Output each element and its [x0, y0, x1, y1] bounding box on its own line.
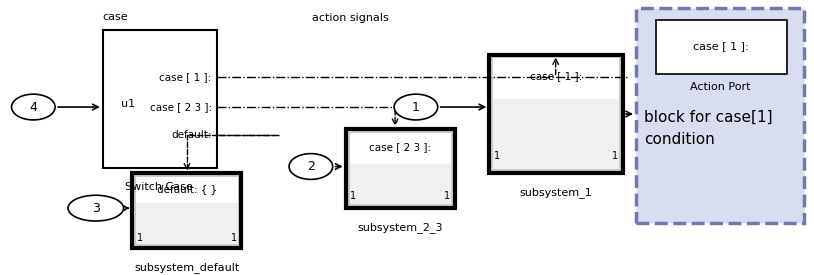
Ellipse shape [289, 154, 333, 179]
Text: case [ 1 ]:: case [ 1 ]: [160, 72, 212, 82]
Bar [346, 129, 454, 208]
Text: 1: 1 [350, 191, 357, 201]
Bar [493, 59, 619, 169]
Bar [656, 20, 786, 74]
Text: case [ 1 ]:: case [ 1 ]: [530, 71, 582, 81]
Ellipse shape [394, 94, 438, 120]
Bar [137, 177, 238, 244]
Text: 1: 1 [230, 233, 237, 243]
Text: u1: u1 [120, 99, 134, 109]
Text: block for case[1]
condition: block for case[1] condition [644, 110, 772, 147]
Text: case: case [103, 12, 129, 22]
Text: 2: 2 [307, 160, 315, 173]
Text: subsystem_1: subsystem_1 [519, 187, 592, 198]
Bar [489, 54, 623, 174]
Bar [137, 177, 238, 203]
Text: 1: 1 [494, 151, 501, 161]
Text: default:: default: [171, 130, 212, 140]
Ellipse shape [68, 195, 124, 221]
Bar [349, 133, 451, 164]
Text: Action Port: Action Port [690, 82, 751, 92]
Bar [493, 59, 619, 99]
Text: 1: 1 [412, 101, 420, 114]
Text: case [ 2 3 ]:: case [ 2 3 ]: [150, 102, 212, 112]
Text: Switch Case: Switch Case [125, 182, 193, 192]
Text: default: { }: default: { } [157, 184, 217, 194]
Bar [103, 30, 217, 169]
Text: action signals: action signals [312, 13, 389, 23]
Text: 4: 4 [29, 101, 37, 114]
Text: subsystem_2_3: subsystem_2_3 [357, 222, 443, 233]
Text: 1: 1 [612, 151, 618, 161]
Bar [133, 174, 242, 248]
Text: subsystem_default: subsystem_default [134, 262, 239, 273]
Bar [349, 133, 451, 204]
Text: 1: 1 [138, 233, 143, 243]
FancyBboxPatch shape [636, 8, 804, 223]
Text: case [ 1 ]:: case [ 1 ]: [694, 42, 749, 52]
Text: case [ 2 3 ]:: case [ 2 3 ]: [369, 142, 431, 152]
Ellipse shape [11, 94, 55, 120]
Text: 3: 3 [92, 202, 100, 215]
Text: 1: 1 [444, 191, 449, 201]
